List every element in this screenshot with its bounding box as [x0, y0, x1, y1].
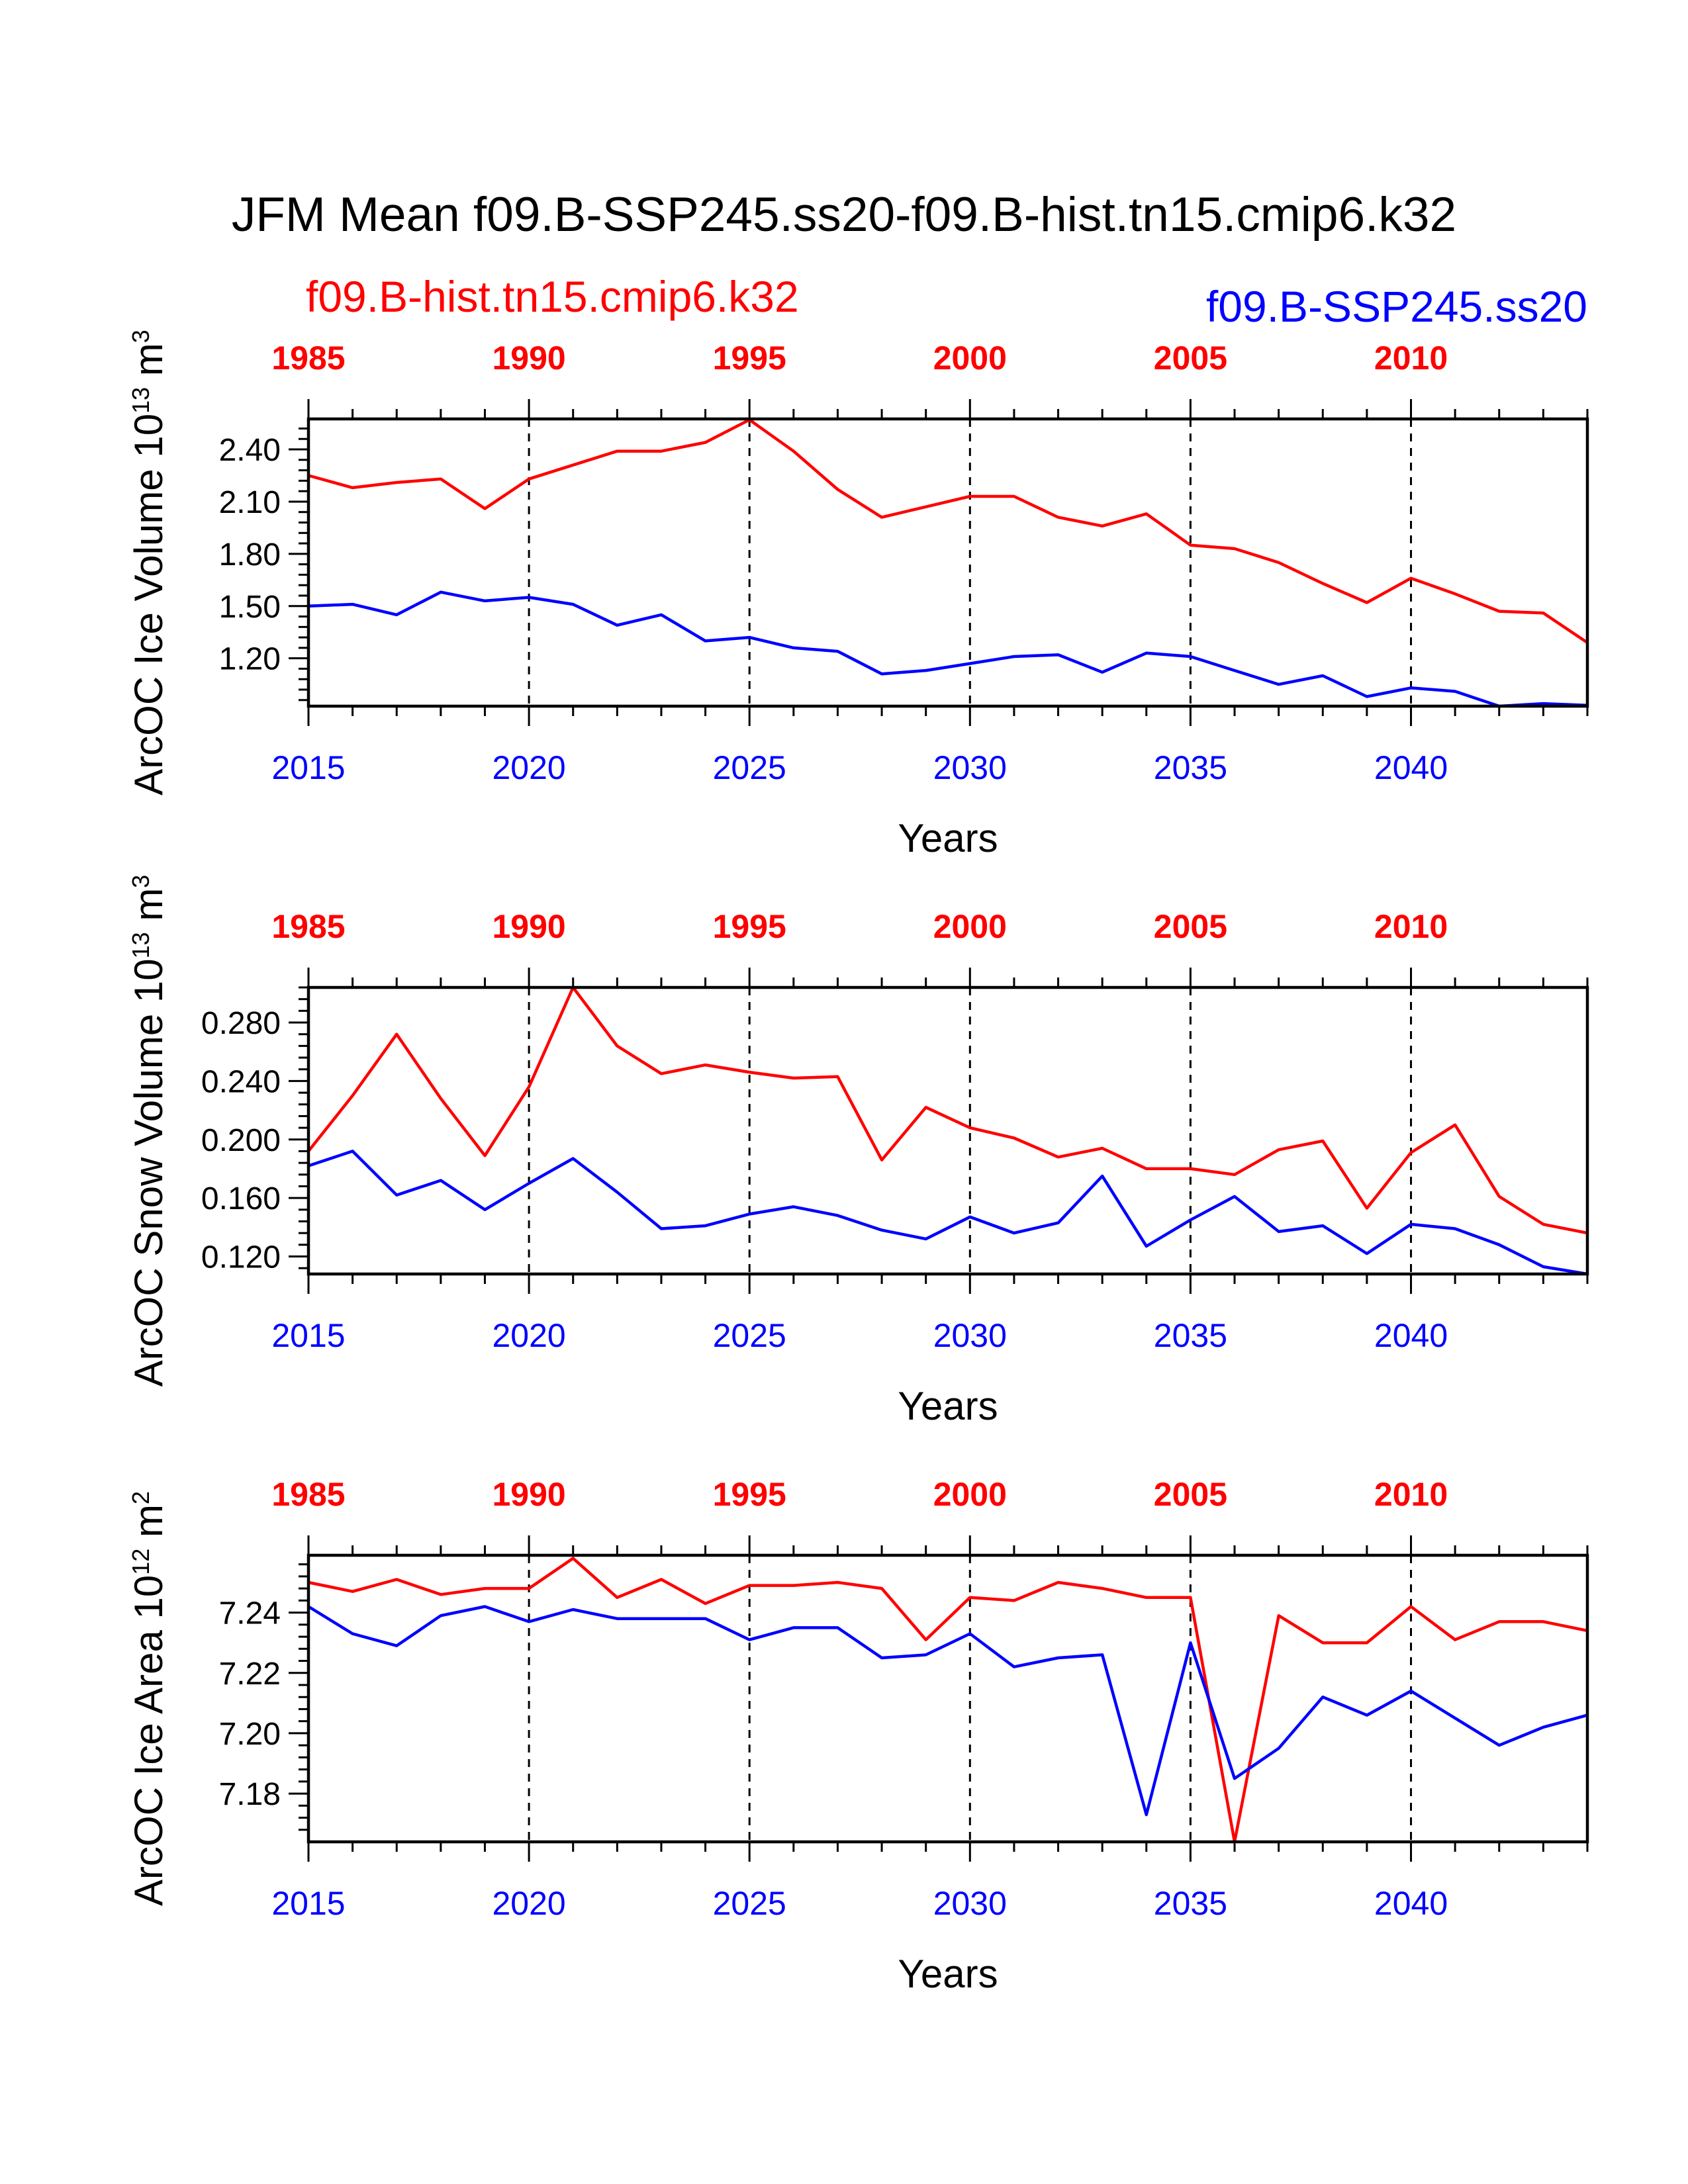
y-axis-title-part: m [126, 1504, 171, 1549]
x-bottom-tick-label: 2020 [492, 749, 565, 786]
x-top-tick-label: 1990 [492, 908, 565, 945]
x-bottom-tick-label: 2040 [1374, 749, 1448, 786]
series-line-ssp [308, 590, 1588, 708]
x-top-tick-label: 2005 [1154, 908, 1227, 945]
x-top-tick-label: 2010 [1374, 340, 1448, 377]
y-axis-unit-exponent: 3 [127, 330, 154, 343]
y-axis-unit-exponent: 3 [127, 875, 154, 888]
y-axis-unit-exponent: 12 [127, 1549, 154, 1575]
y-tick-label: 2.40 [219, 433, 281, 468]
x-bottom-tick-label: 2015 [271, 1885, 345, 1922]
x-top-tick-label: 1995 [713, 908, 786, 945]
series-line-ssp [307, 1605, 1588, 1817]
chart-title: JFM Mean f09.B-SSP245.ss20-f09.B-hist.tn… [231, 188, 1457, 242]
x-top-tick-label: 1985 [271, 1476, 345, 1513]
y-axis-unit-exponent: 13 [127, 387, 154, 414]
y-tick-label: 7.22 [219, 1657, 281, 1692]
y-tick-label: 0.160 [201, 1181, 281, 1216]
plot-frame [306, 417, 1589, 708]
y-axis-title: ArcOC Ice Area 1012 m2 [126, 1491, 171, 1906]
y-axis-unit-exponent: 13 [127, 932, 154, 958]
x-axis-title: Years [898, 1952, 998, 1996]
x-bottom-tick-label: 2020 [492, 1885, 565, 1922]
y-tick-label: 7.20 [219, 1717, 281, 1752]
y-axis-title: ArcOC Ice Volume 1013 m3 [126, 330, 171, 796]
x-axis-title: Years [898, 816, 998, 860]
x-bottom-tick-label: 2025 [713, 1885, 786, 1922]
y-tick-label: 0.120 [201, 1240, 281, 1275]
series-line-hist [308, 418, 1589, 644]
x-top-tick-label: 2005 [1154, 1476, 1227, 1513]
x-bottom-tick-label: 2035 [1154, 749, 1227, 786]
x-bottom-tick-label: 2015 [271, 1317, 345, 1354]
x-top-tick-label: 2000 [933, 340, 1007, 377]
y-tick-label: 0.240 [201, 1064, 281, 1099]
y-axis-title-part: m [126, 888, 171, 933]
x-top-tick-label: 2000 [933, 908, 1007, 945]
chart-panel-3: 2015 2020 2025 2030 2035 2040 1985 1990 1995 2000… [126, 1476, 1589, 1996]
x-top-tick-label: 2005 [1154, 340, 1227, 377]
x-bottom-tick-label: 2030 [933, 749, 1007, 786]
legend-ssp-label: f09.B-SSP245.ss20 [1205, 282, 1587, 331]
x-bottom-tick-label: 2020 [492, 1317, 565, 1354]
x-top-tick-label: 2000 [933, 1476, 1007, 1513]
legend-hist-label: f09.B-hist.tn15.cmip6.k32 [306, 272, 799, 321]
x-bottom-tick-label: 2030 [933, 1317, 1007, 1354]
chart-panel-1: 2015 2020 2025 2030 2035 2040 1985 1990 1995 2000… [126, 330, 1589, 860]
plot-frame [306, 1553, 1589, 1844]
series-line-ssp [308, 1150, 1588, 1276]
x-top-tick-label: 1985 [271, 908, 345, 945]
chart-panel-2: 2015 2020 2025 2030 2035 2040 1985 1990 1995 2000… [126, 875, 1589, 1428]
x-top-tick-label: 1995 [713, 340, 786, 377]
y-tick-label: 1.80 [219, 537, 281, 572]
y-axis-title-part: m [126, 343, 171, 387]
y-tick-label: 7.24 [219, 1596, 281, 1631]
x-bottom-tick-label: 2025 [713, 1317, 786, 1354]
x-bottom-tick-label: 2035 [1154, 1317, 1227, 1354]
x-top-tick-label: 1990 [492, 1476, 565, 1513]
series-line-hist [307, 985, 1588, 1235]
x-top-tick-label: 1990 [492, 340, 565, 377]
y-axis-title: ArcOC Snow Volume 1013 m3 [126, 875, 171, 1387]
y-tick-label: 7.18 [219, 1777, 281, 1812]
x-top-tick-label: 2010 [1374, 1476, 1448, 1513]
x-axis-title: Years [898, 1384, 998, 1428]
x-bottom-tick-label: 2015 [271, 749, 345, 786]
x-bottom-tick-label: 2040 [1374, 1317, 1448, 1354]
y-tick-label: 0.200 [201, 1123, 281, 1158]
y-axis-title-part: ArcOC Ice Area 10 [126, 1575, 171, 1906]
y-tick-label: 1.50 [219, 590, 281, 625]
y-axis-title-part: ArcOC Snow Volume 10 [126, 958, 171, 1387]
y-tick-label: 2.10 [219, 485, 281, 520]
x-bottom-tick-label: 2035 [1154, 1885, 1227, 1922]
x-bottom-tick-label: 2030 [933, 1885, 1007, 1922]
y-axis-unit-exponent: 2 [127, 1491, 154, 1504]
x-top-tick-label: 1985 [271, 340, 345, 377]
series-line-hist [308, 1557, 1588, 1844]
x-top-tick-label: 2010 [1374, 908, 1448, 945]
y-tick-label: 1.20 [219, 642, 281, 677]
x-bottom-tick-label: 2040 [1374, 1885, 1448, 1922]
x-bottom-tick-label: 2025 [713, 749, 786, 786]
y-axis-title-part: ArcOC Ice Volume 10 [126, 414, 171, 796]
y-tick-label: 0.280 [201, 1006, 281, 1041]
x-top-tick-label: 1995 [713, 1476, 786, 1513]
plot-frame [306, 985, 1589, 1276]
